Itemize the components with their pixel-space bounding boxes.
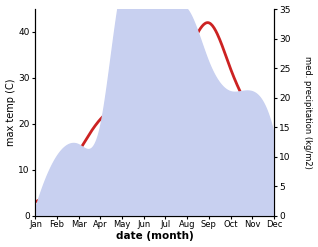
Y-axis label: max temp (C): max temp (C) xyxy=(5,79,16,146)
X-axis label: date (month): date (month) xyxy=(116,231,194,242)
Y-axis label: med. precipitation (kg/m2): med. precipitation (kg/m2) xyxy=(303,56,313,169)
